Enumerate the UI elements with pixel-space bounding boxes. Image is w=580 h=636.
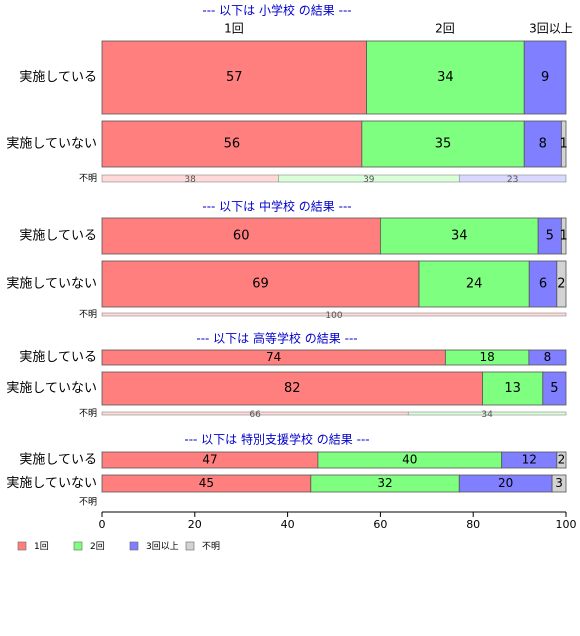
data-label-3-1-2: 18 [479, 350, 494, 364]
bar-segment-1-2-1 [101, 120, 363, 168]
row-label-3-3: 不明 [79, 408, 97, 419]
legend-label-4: 不明 [202, 541, 220, 552]
x-tick-label-4: 60 [373, 518, 387, 531]
legend-swatch-1 [17, 541, 27, 551]
row-label-4-2: 実施していない [6, 475, 97, 491]
bar-segment-1-2-3 [523, 120, 562, 168]
bar-segment-3-3-2 [407, 411, 567, 416]
data-label-2-1-1: 60 [233, 229, 250, 244]
data-label-2-1-4: 1 [560, 229, 568, 244]
data-label-2-2-3: 6 [539, 277, 547, 292]
data-label-1-2-4: 1 [560, 137, 568, 152]
data-label-1-3-3: 23 [507, 175, 518, 185]
bar-segment-1-1-3 [523, 40, 567, 115]
bar-segment-2-1-1 [101, 217, 381, 255]
column-header-1: 1回 [224, 22, 244, 36]
data-label-1-2-2: 35 [435, 137, 452, 152]
row-label-4-1: 実施している [19, 452, 97, 468]
panel-title-1: --- 以下は 小学校 の結果 --- [202, 3, 351, 18]
data-label-1-2-3: 8 [539, 137, 547, 152]
data-label-3-2-3: 5 [550, 381, 558, 396]
data-label-1-2-1: 56 [224, 137, 241, 152]
data-label-1-3-1: 38 [184, 175, 196, 185]
panel-title-3: --- 以下は 高等学校 の結果 --- [196, 331, 357, 346]
data-label-4-1-4: 2 [558, 453, 566, 467]
data-label-4-1-2: 40 [402, 453, 417, 467]
data-label-2-2-1: 69 [252, 277, 269, 292]
x-tick-label-5: 80 [466, 518, 480, 531]
data-label-3-3-2: 34 [481, 410, 493, 420]
legend-label-1: 1回 [34, 541, 49, 552]
bar-segment-1-1-1 [101, 40, 367, 115]
legend-label-3: 3回以上 [146, 541, 179, 552]
bar-segment-3-1-3 [528, 349, 567, 366]
data-label-4-2-1: 45 [199, 476, 214, 490]
data-label-4-2-4: 3 [555, 476, 563, 490]
bar-segment-4-1-4 [556, 451, 567, 469]
data-label-4-1-3: 12 [522, 453, 537, 467]
row-label-3-1: 実施している [19, 349, 97, 365]
legend-swatch-4 [185, 541, 195, 551]
row-label-2-1: 実施している [19, 228, 97, 244]
data-label-3-2-1: 82 [284, 381, 301, 396]
data-label-1-1-3: 9 [541, 70, 549, 85]
data-label-4-2-3: 20 [498, 476, 513, 490]
bar-segment-2-2-2 [418, 260, 530, 308]
data-label-3-1-3: 8 [544, 350, 552, 364]
row-label-1-3: 不明 [79, 173, 97, 184]
row-label-2-3: 不明 [79, 309, 97, 320]
row-label-2-2: 実施していない [6, 276, 97, 292]
bar-segment-3-2-2 [482, 371, 544, 406]
bar-segment-3-2-3 [542, 371, 567, 406]
data-label-3-3-1: 66 [249, 410, 261, 420]
data-label-2-1-2: 34 [451, 229, 468, 244]
data-label-2-3-1: 100 [325, 311, 342, 321]
bar-segment-4-2-4 [551, 474, 567, 493]
data-label-3-2-2: 13 [504, 381, 521, 396]
row-label-1-1: 実施している [19, 69, 97, 85]
bar-segment-2-2-1 [101, 260, 420, 308]
column-header-3: 3回以上 [529, 22, 573, 36]
bar-segment-2-2-4 [556, 260, 567, 308]
bar-segment-3-2-1 [101, 371, 483, 406]
row-label-3-2: 実施していない [6, 380, 97, 396]
row-label-4-3: 不明 [79, 497, 97, 508]
bar-segment-2-1-4 [560, 217, 567, 255]
data-label-2-1-3: 5 [546, 229, 554, 244]
data-label-1-1-2: 34 [437, 70, 454, 85]
panel-title-4: --- 以下は 特別支援学校 の結果 --- [184, 432, 369, 447]
x-tick-label-1: 0 [99, 518, 106, 531]
data-label-1-3-2: 39 [363, 175, 375, 185]
data-label-2-2-4: 2 [557, 277, 565, 292]
row-label-1-2: 実施していない [6, 136, 97, 152]
bar-segment-1-2-4 [560, 120, 567, 168]
data-label-1-1-1: 57 [226, 70, 243, 85]
bar-segment-1-1-2 [366, 40, 525, 115]
x-tick-label-6: 100 [556, 518, 577, 531]
data-label-2-2-2: 24 [466, 277, 483, 292]
data-label-4-2-2: 32 [377, 476, 392, 490]
legend-swatch-2 [73, 541, 83, 551]
data-label-3-1-1: 74 [266, 350, 281, 364]
column-header-2: 2回 [435, 22, 455, 36]
x-tick-label-3: 40 [281, 518, 295, 531]
bar-segment-2-3-1 [101, 312, 567, 317]
legend-swatch-3 [129, 541, 139, 551]
data-label-4-1-1: 47 [202, 453, 217, 467]
bar-segment-1-3-3 [458, 174, 567, 183]
x-tick-label-2: 20 [188, 518, 202, 531]
bar-segment-1-2-2 [361, 120, 525, 168]
panel-title-2: --- 以下は 中学校 の結果 --- [202, 199, 351, 214]
bar-segment-2-1-2 [379, 217, 539, 255]
legend-label-2: 2回 [90, 541, 105, 552]
